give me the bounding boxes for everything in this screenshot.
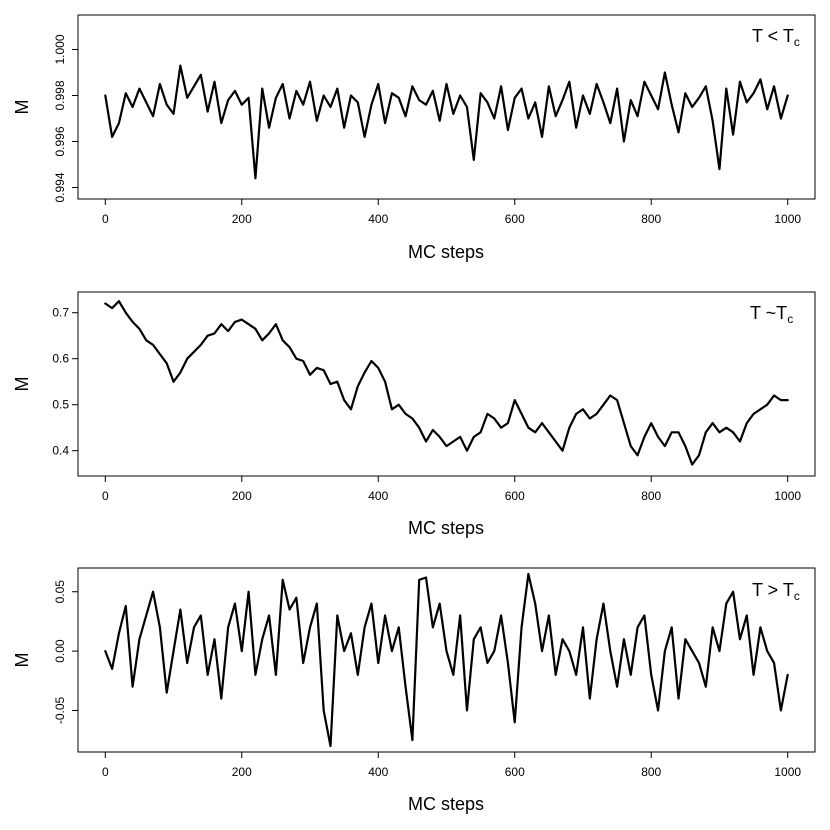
panel-high-temperature: -0.05 0.00 0.05 0 200 400 600 800 1000 M MC ste…	[12, 567, 816, 814]
x-axis: 0 200 400 600 800 1000	[102, 476, 801, 503]
x-tick-label: 200	[232, 489, 252, 503]
y-tick-label: 0.6	[52, 352, 69, 366]
y-tick-label: 0.4	[52, 444, 69, 458]
x-tick-label: 400	[368, 212, 388, 226]
x-tick-label: 200	[232, 212, 252, 226]
x-tick-label: 800	[641, 489, 661, 503]
y-axis: 0.4 0.5 0.6 0.7	[52, 306, 78, 458]
y-tick-label: 0.05	[53, 580, 67, 604]
temperature-annotation: T < Tc	[752, 26, 800, 49]
y-axis-label: M	[12, 653, 32, 668]
x-tick-label: 400	[368, 489, 388, 503]
annotation-subscript: c	[794, 35, 800, 49]
x-tick-label: 1000	[774, 212, 801, 226]
annotation-subscript: c	[794, 589, 800, 603]
y-tick-label: 0.00	[53, 639, 67, 663]
x-tick-label: 0	[102, 212, 109, 226]
panel-low-temperature: 0.994 0.996 0.998 1.000 0 200 400 600 800 1000 M…	[12, 14, 816, 262]
x-tick-label: 0	[102, 489, 109, 503]
x-axis-label: MC steps	[408, 794, 484, 814]
y-tick-label: -0.05	[53, 696, 67, 724]
magnetization-series	[104, 572, 789, 748]
panel-critical-temperature: 0.4 0.5 0.6 0.7 0 200 400 600 800 1000 M MC step…	[12, 291, 816, 538]
plot-frame	[77, 14, 816, 200]
x-tick-label: 200	[232, 765, 252, 779]
y-axis: 0.994 0.996 0.998 1.000	[53, 34, 78, 203]
annotation-subscript: c	[787, 312, 793, 326]
magnetization-series	[104, 300, 789, 466]
plot-frame	[77, 291, 816, 477]
x-tick-label: 1000	[774, 489, 801, 503]
x-tick-label: 0	[102, 765, 109, 779]
y-tick-label: 0.996	[53, 126, 67, 156]
y-tick-label: 0.994	[53, 172, 67, 202]
y-axis-label: M	[12, 377, 32, 392]
plot-frame	[77, 567, 816, 753]
temperature-annotation: T > Tc	[752, 580, 800, 603]
annotation-text: T < T	[752, 26, 794, 46]
x-tick-label: 400	[368, 765, 388, 779]
x-axis: 0 200 400 600 800 1000	[102, 752, 801, 779]
x-tick-label: 600	[505, 489, 525, 503]
y-tick-label: 0.998	[53, 80, 67, 110]
annotation-text: T ~T	[750, 303, 787, 323]
x-tick-label: 800	[641, 765, 661, 779]
x-tick-label: 600	[505, 765, 525, 779]
y-tick-label: 1.000	[53, 34, 67, 64]
x-tick-label: 1000	[774, 765, 801, 779]
y-tick-label: 0.7	[52, 306, 69, 320]
annotation-text: T > T	[752, 580, 794, 600]
x-tick-label: 600	[505, 212, 525, 226]
y-axis: -0.05 0.00 0.05	[53, 580, 78, 724]
y-tick-label: 0.5	[52, 398, 69, 412]
x-axis-label: MC steps	[408, 518, 484, 538]
x-axis: 0 200 400 600 800 1000	[102, 199, 801, 226]
y-axis-label: M	[12, 100, 32, 115]
x-tick-label: 800	[641, 212, 661, 226]
x-axis-label: MC steps	[408, 242, 484, 262]
temperature-annotation: T ~Tc	[750, 303, 793, 326]
magnetization-series	[104, 64, 789, 180]
